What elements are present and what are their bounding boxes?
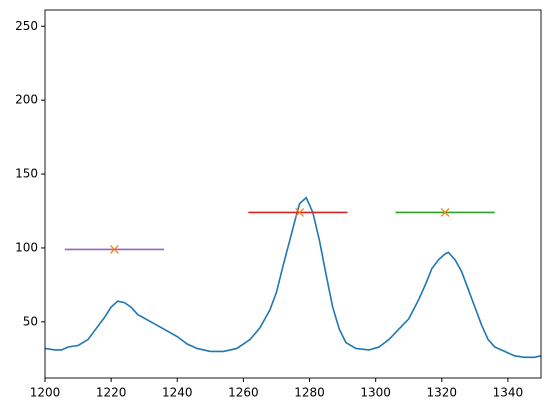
- x-tick-label: 1280: [294, 386, 325, 400]
- series-line: [45, 196, 541, 359]
- x-tick-label: 1240: [162, 386, 193, 400]
- x-tick-label: 1300: [360, 386, 391, 400]
- marker: [109, 244, 119, 254]
- y-tick-label: 100: [15, 240, 38, 254]
- x-tick-label: 1220: [96, 386, 127, 400]
- x-tick-label: 1260: [228, 386, 259, 400]
- x-tick-label: 1340: [493, 386, 524, 400]
- y-tick-label: 250: [15, 19, 38, 33]
- x-tick-label: 1200: [30, 386, 61, 400]
- marker: [295, 208, 305, 217]
- x-tick-label: 1320: [427, 386, 458, 400]
- plot-frame: [44, 9, 542, 379]
- y-tick-label: 150: [15, 167, 38, 181]
- y-tick-label: 200: [15, 93, 38, 107]
- marker: [440, 208, 450, 217]
- y-tick-label: 50: [23, 314, 38, 328]
